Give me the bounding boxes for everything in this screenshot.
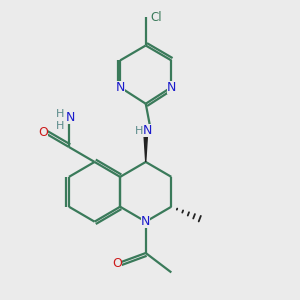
Polygon shape <box>144 130 148 162</box>
Text: O: O <box>38 126 48 139</box>
Text: N: N <box>116 81 125 94</box>
Text: N: N <box>66 111 75 124</box>
Text: Cl: Cl <box>150 11 162 24</box>
Text: N: N <box>167 81 176 94</box>
Text: H: H <box>134 126 143 136</box>
Text: N: N <box>143 124 152 137</box>
Text: H: H <box>56 121 64 130</box>
Text: O: O <box>112 257 122 270</box>
Text: N: N <box>141 215 150 228</box>
Text: H: H <box>56 109 64 119</box>
